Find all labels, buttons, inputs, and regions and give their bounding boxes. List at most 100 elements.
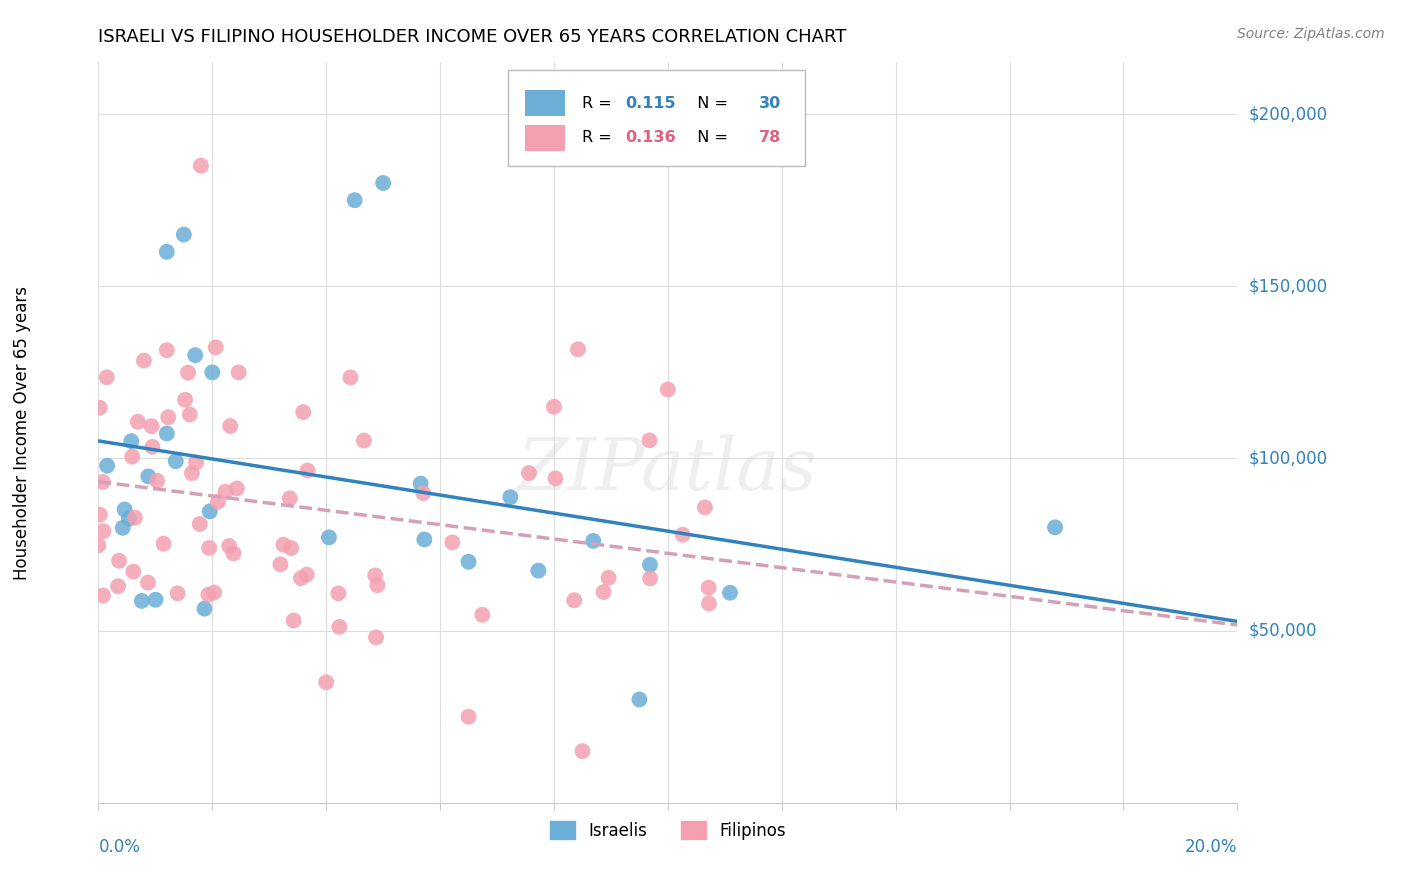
Point bbox=[91, 475, 114, 489]
Point bbox=[197, 588, 219, 602]
Point bbox=[152, 537, 174, 551]
Point bbox=[89, 401, 111, 415]
Point bbox=[718, 586, 741, 600]
Point bbox=[198, 504, 221, 518]
Point bbox=[173, 227, 195, 242]
Point bbox=[457, 555, 479, 569]
Point bbox=[592, 585, 614, 599]
Point bbox=[114, 502, 136, 516]
Text: 78: 78 bbox=[759, 130, 782, 145]
Text: $100,000: $100,000 bbox=[1249, 450, 1327, 467]
Text: R =: R = bbox=[582, 95, 617, 111]
Text: 0.115: 0.115 bbox=[626, 95, 676, 111]
Point bbox=[218, 539, 240, 553]
Point bbox=[544, 471, 567, 485]
Point bbox=[638, 434, 661, 448]
Point bbox=[364, 568, 387, 582]
Point bbox=[353, 434, 375, 448]
Point bbox=[204, 340, 226, 354]
Point bbox=[292, 405, 315, 419]
Point bbox=[201, 365, 224, 379]
Point bbox=[91, 589, 114, 603]
Point bbox=[280, 541, 302, 555]
Point bbox=[184, 455, 207, 469]
Point bbox=[295, 567, 318, 582]
Point bbox=[297, 464, 319, 478]
Point bbox=[177, 366, 200, 380]
Text: Source: ZipAtlas.com: Source: ZipAtlas.com bbox=[1237, 27, 1385, 41]
Point bbox=[412, 486, 434, 500]
Point bbox=[122, 565, 145, 579]
FancyBboxPatch shape bbox=[509, 70, 804, 166]
Point bbox=[121, 450, 143, 464]
Text: $200,000: $200,000 bbox=[1249, 105, 1327, 123]
Point bbox=[517, 466, 540, 480]
Point bbox=[638, 558, 661, 572]
Point bbox=[132, 353, 155, 368]
Legend: Israelis, Filipinos: Israelis, Filipinos bbox=[544, 814, 792, 847]
Point bbox=[214, 484, 236, 499]
Point bbox=[141, 419, 163, 434]
Point bbox=[499, 490, 522, 504]
Point bbox=[136, 575, 159, 590]
Text: 30: 30 bbox=[759, 95, 782, 111]
Point bbox=[697, 581, 720, 595]
Point bbox=[190, 159, 212, 173]
Point bbox=[343, 193, 366, 207]
Text: N =: N = bbox=[688, 130, 734, 145]
Text: $150,000: $150,000 bbox=[1249, 277, 1327, 295]
Point bbox=[157, 410, 180, 425]
Point bbox=[339, 370, 361, 384]
Point bbox=[131, 594, 153, 608]
Point bbox=[228, 366, 250, 380]
Point bbox=[278, 491, 301, 506]
Point bbox=[582, 533, 605, 548]
Point bbox=[413, 533, 436, 547]
Text: R =: R = bbox=[582, 130, 617, 145]
Point bbox=[657, 383, 679, 397]
Point bbox=[562, 593, 585, 607]
Point bbox=[89, 508, 111, 522]
Point bbox=[364, 631, 387, 645]
Point bbox=[366, 578, 388, 592]
Point bbox=[107, 579, 129, 593]
Text: Householder Income Over 65 years: Householder Income Over 65 years bbox=[13, 285, 31, 580]
Point bbox=[198, 541, 221, 555]
Point bbox=[96, 458, 118, 473]
Text: 0.0%: 0.0% bbox=[98, 838, 141, 855]
FancyBboxPatch shape bbox=[526, 125, 565, 151]
Text: 20.0%: 20.0% bbox=[1185, 838, 1237, 855]
Point bbox=[180, 466, 202, 480]
Point bbox=[672, 527, 695, 541]
Point bbox=[598, 571, 620, 585]
Point bbox=[543, 400, 565, 414]
Point bbox=[471, 607, 494, 622]
FancyBboxPatch shape bbox=[526, 90, 565, 116]
Point bbox=[108, 554, 131, 568]
Point bbox=[184, 348, 207, 362]
Point bbox=[527, 564, 550, 578]
Point bbox=[638, 571, 661, 585]
Point bbox=[225, 482, 247, 496]
Text: $50,000: $50,000 bbox=[1249, 622, 1317, 640]
Point bbox=[222, 546, 245, 560]
Point bbox=[193, 601, 215, 615]
Point bbox=[141, 440, 163, 454]
Point bbox=[188, 516, 211, 531]
Point bbox=[118, 512, 141, 526]
Point bbox=[93, 524, 115, 539]
Text: ISRAELI VS FILIPINO HOUSEHOLDER INCOME OVER 65 YEARS CORRELATION CHART: ISRAELI VS FILIPINO HOUSEHOLDER INCOME O… bbox=[98, 28, 846, 45]
Point bbox=[290, 571, 312, 585]
Text: ZIPatlas: ZIPatlas bbox=[517, 434, 818, 505]
Point bbox=[628, 692, 651, 706]
Point bbox=[269, 558, 291, 572]
Point bbox=[457, 709, 479, 723]
Point bbox=[145, 592, 167, 607]
Point bbox=[156, 343, 179, 358]
Point bbox=[124, 510, 146, 524]
Point bbox=[571, 744, 593, 758]
Point bbox=[138, 469, 160, 483]
Point bbox=[120, 434, 142, 449]
Point bbox=[127, 415, 149, 429]
Point bbox=[96, 370, 118, 384]
